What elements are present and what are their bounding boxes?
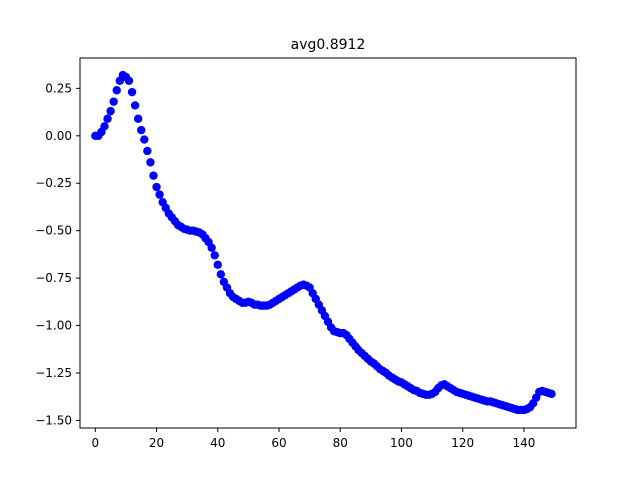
x-tick-label: 60 — [271, 436, 286, 450]
data-point — [207, 243, 216, 252]
data-point — [109, 97, 118, 106]
data-point — [152, 182, 161, 192]
x-tick-label: 100 — [390, 436, 413, 450]
data-points — [91, 70, 556, 415]
x-tick-label: 20 — [149, 436, 164, 450]
data-point — [155, 190, 164, 199]
data-point — [103, 114, 112, 123]
y-axis: 0.25 0.00 −0.25 −0.50 −0.75 −1.00 −1.25 −1.50 — [35, 81, 80, 427]
x-tick-label: 120 — [451, 436, 474, 450]
chart-title: avg0.8912 — [291, 37, 366, 53]
y-tick-label: 0.00 — [45, 129, 72, 143]
data-point — [547, 389, 556, 399]
y-tick-label: −1.50 — [35, 413, 72, 427]
data-point — [130, 101, 140, 110]
data-point — [210, 251, 219, 260]
y-tick-label: −0.75 — [35, 271, 72, 285]
plot-area-frame — [79, 57, 577, 429]
data-point — [133, 114, 143, 123]
data-point — [124, 76, 134, 85]
data-point — [140, 135, 149, 144]
y-tick-label: −0.25 — [35, 176, 72, 190]
x-tick-label: 80 — [333, 436, 348, 450]
x-tick-label: 0 — [91, 436, 99, 450]
data-point — [106, 106, 115, 116]
x-tick-label: 40 — [210, 436, 225, 450]
x-tick-label: 140 — [512, 436, 535, 450]
data-point — [143, 146, 152, 156]
data-point — [112, 86, 121, 95]
data-point — [213, 260, 222, 270]
y-tick-label: 0.25 — [45, 81, 72, 95]
x-axis: 0 20 40 60 80 100 120 140 — [91, 428, 535, 450]
y-tick-label: −1.25 — [35, 366, 72, 380]
data-point — [127, 87, 137, 97]
data-point — [100, 122, 109, 131]
y-tick-label: −1.00 — [35, 319, 72, 333]
data-point — [216, 270, 226, 279]
data-point — [146, 158, 155, 167]
y-tick-label: −0.50 — [35, 224, 72, 238]
data-point — [149, 171, 158, 180]
data-point — [137, 125, 146, 135]
